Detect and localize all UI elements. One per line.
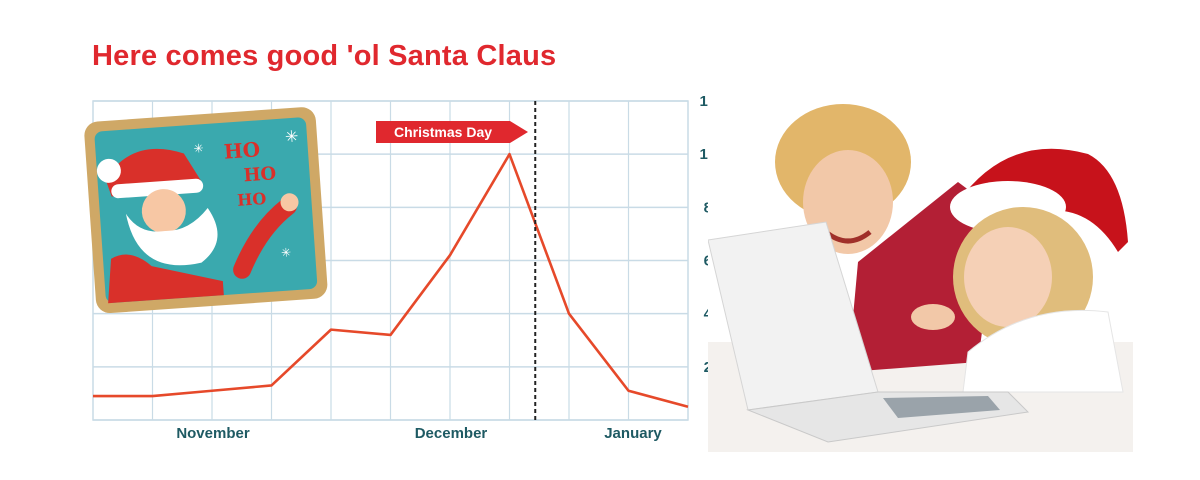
christmas-day-flag (376, 121, 528, 143)
x-axis-ticks: November December January (176, 425, 662, 442)
santa-hat-brim (111, 178, 204, 199)
snowflake-icon: ✳ (193, 141, 204, 156)
santa-beard (125, 208, 218, 266)
girl-hand (911, 304, 955, 330)
girl-face (964, 227, 1052, 327)
christmas-day-label: Christmas Day (394, 124, 492, 140)
snowflake-icon: ✳ (284, 129, 299, 147)
mother-child-laptop-photo (708, 92, 1133, 452)
x-tick-label: November (176, 425, 250, 442)
santa-hand (280, 193, 299, 212)
santa-face (141, 189, 186, 234)
girl-shirt (962, 309, 1124, 393)
santa-card-illustration: HO HO HO ✳ ✳ ✳ (84, 107, 328, 314)
snowflake-icon: ✳ (281, 245, 292, 260)
santa-hat-pompom (96, 158, 121, 183)
laptop-keyboard (883, 396, 1000, 418)
x-tick-label: December (415, 425, 488, 442)
chart-title: Here comes good 'ol Santa Claus (92, 40, 557, 72)
x-tick-label: January (604, 425, 662, 442)
series-layer (92, 152, 689, 408)
santa-coat (108, 254, 224, 304)
mother-shirt (848, 182, 998, 372)
christmas-day-annotation: Christmas Day (376, 101, 537, 420)
card-text-2: HO (243, 163, 277, 186)
card-text-1: HO (223, 137, 261, 163)
santa-arm (233, 197, 297, 279)
card-text-3: HO (237, 189, 267, 210)
